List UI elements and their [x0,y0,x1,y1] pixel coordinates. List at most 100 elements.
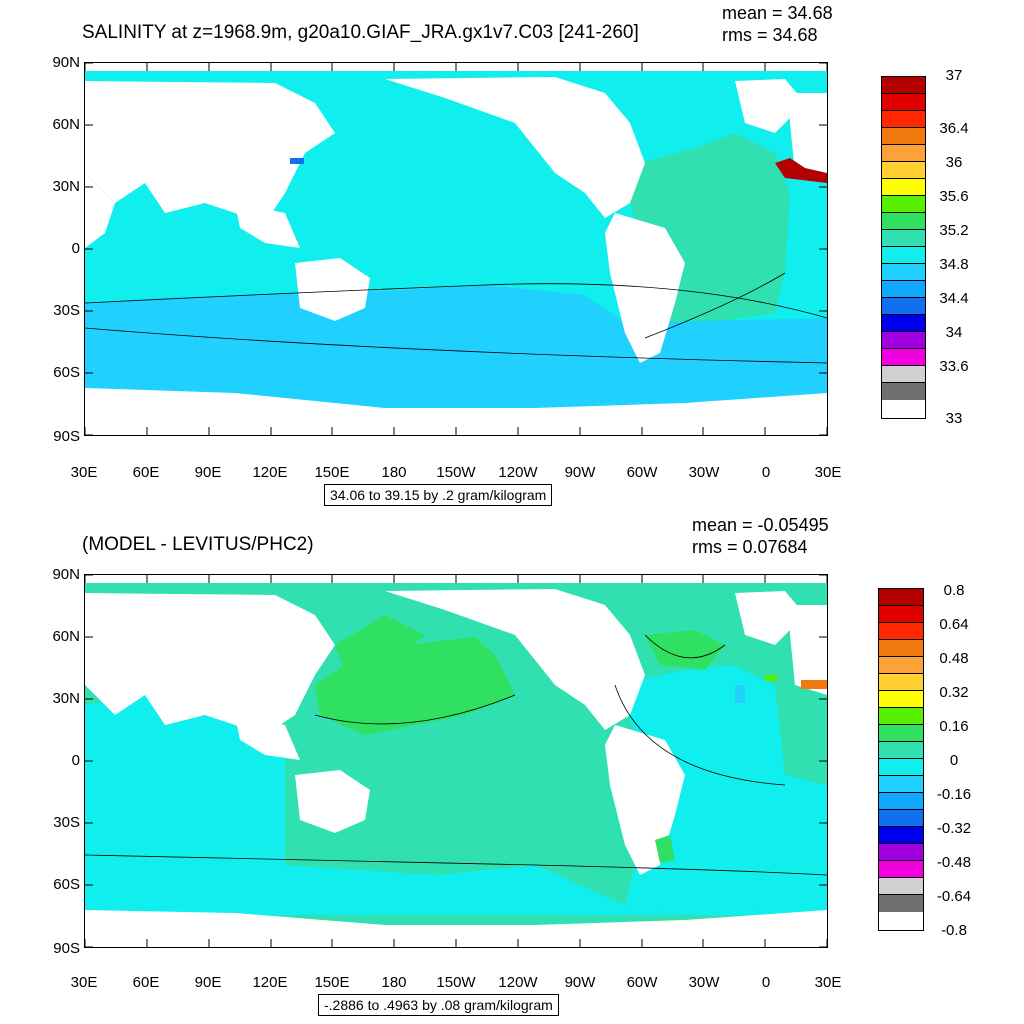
bottom-lat-label: 90N [52,566,80,583]
top-lon-label: 0 [761,464,771,481]
top-colorbar-cell [882,77,925,94]
top-map-frame [84,62,828,436]
bottom-colorbar-label: 0.32 [939,684,969,701]
bottom-colorbar-cell [879,793,923,810]
top-lat-label: 0 [71,240,80,257]
top-colorbar-label: 36.4 [939,120,969,137]
bottom-colorbar-cell [879,827,923,844]
bottom-difference-map [85,575,827,947]
bottom-colorbar-label: -0.16 [936,786,972,803]
top-lon-label: 60W [626,464,658,481]
bottom-lon-label: 60E [132,974,160,991]
bottom-indian-ocean [85,695,285,885]
bottom-colorbar-cell [879,708,923,725]
bottom-rms-value: rms = 0.07684 [692,537,808,557]
top-lat-label: 60S [53,364,80,381]
top-lon-label: 120E [252,464,288,481]
bottom-colorbar-cell [879,742,923,759]
top-lat-label: 60N [52,116,80,133]
bottom-colorbar-label: 0 [949,752,959,769]
top-lat-label: 30N [52,178,80,195]
bottom-north-america [385,589,645,730]
top-lon-label: 30E [70,464,98,481]
top-mean-value: mean = 34.68 [722,3,833,23]
bottom-lon-label: 120W [498,974,538,991]
bottom-lon-label: 150W [436,974,476,991]
top-colorbar-label: 35.6 [939,188,969,205]
bottom-colorbar-label: -0.32 [936,820,972,837]
bottom-lon-label: 30W [688,974,720,991]
top-lon-label: 30E [814,464,842,481]
bottom-mediterranean-high [801,680,827,689]
top-australia [295,258,370,321]
bottom-colorbar-cell [879,725,923,742]
top-colorbar-cell [882,179,925,196]
top-colorbar-label: 33 [945,410,963,427]
top-colorbar-label: 34.8 [939,256,969,273]
bottom-lon-label: 90W [564,974,596,991]
bottom-colorbar-cell [879,810,923,827]
bottom-contour-range: -.2886 to .4963 by .08 gram/kilogram [318,994,559,1016]
top-north-america [385,77,645,218]
top-colorbar-cell [882,298,925,315]
bottom-mean-value: mean = -0.05495 [692,515,829,535]
bottom-colorbar-label: -0.64 [936,888,972,905]
top-eurasia [85,81,335,223]
top-lon-label: 30W [688,464,720,481]
top-colorbar-label: 34.4 [939,290,969,307]
top-lon-label: 150E [314,464,350,481]
bottom-colorbar-cell [879,674,923,691]
top-colorbar-cell [882,94,925,111]
bottom-lon-label: 120E [252,974,288,991]
top-antarctica [85,388,827,435]
bottom-map-panel: (MODEL - LEVITUS/PHC2) mean = -0.05495 r… [0,512,1024,1024]
top-colorbar-cell [882,213,925,230]
bottom-colorbar-cell [879,878,923,895]
top-colorbar-cell [882,349,925,366]
top-salinity-map [85,63,827,435]
top-colorbar-cell [882,111,925,128]
bottom-colorbar-cell [879,606,923,623]
top-lat-label: 30S [53,302,80,319]
bottom-colorbar-cell [879,623,923,640]
bottom-lon-label: 0 [761,974,771,991]
top-lat-label: 90S [53,428,80,445]
bottom-lat-label: 30N [52,690,80,707]
bottom-lat-label: 30S [53,814,80,831]
top-colorbar-label: 33.6 [939,358,969,375]
bottom-lat-label: 60N [52,628,80,645]
top-lat-label: 90N [52,54,80,71]
bottom-colorbar-cell [879,861,923,878]
top-colorbar-label: 35.2 [939,222,969,239]
top-colorbar-cell [882,230,925,247]
top-lon-label: 150W [436,464,476,481]
top-colorbar-label: 37 [945,67,963,84]
bottom-colorbar-label: -0.8 [941,922,967,939]
bottom-eurasia [85,593,335,735]
bottom-lat-label: 90S [53,940,80,957]
bottom-map-title: (MODEL - LEVITUS/PHC2) [82,534,314,555]
top-colorbar [881,76,926,419]
top-map-panel: SALINITY at z=1968.9m, g20a10.GIAF_JRA.g… [52,3,969,506]
top-colorbar-label: 34 [945,324,963,341]
top-map-title: SALINITY at z=1968.9m, g20a10.GIAF_JRA.g… [82,22,639,43]
bottom-colorbar-label: 0.64 [939,616,969,633]
bottom-colorbar-label: 0.16 [939,718,969,735]
top-rms-value: rms = 34.68 [722,25,818,45]
bottom-colorbar-label: 0.8 [943,582,965,599]
bottom-lon-label: 150E [314,974,350,991]
bottom-lon-label: 30E [70,974,98,991]
top-lon-label: 60E [132,464,160,481]
bottom-lon-label: 180 [381,974,407,991]
top-mediterranean-high [775,158,827,183]
bottom-lon-label: 90E [194,974,222,991]
bottom-colorbar-cell [879,657,923,674]
top-colorbar-cell [882,315,925,332]
bottom-colorbar-cell [879,589,923,606]
top-southern-ocean [85,285,827,408]
bottom-colorbar-cell [879,759,923,776]
top-colorbar-cell [882,264,925,281]
bottom-antarctica [85,910,827,947]
bottom-colorbar-label: 0.48 [939,650,969,667]
top-lon-label: 120W [498,464,538,481]
